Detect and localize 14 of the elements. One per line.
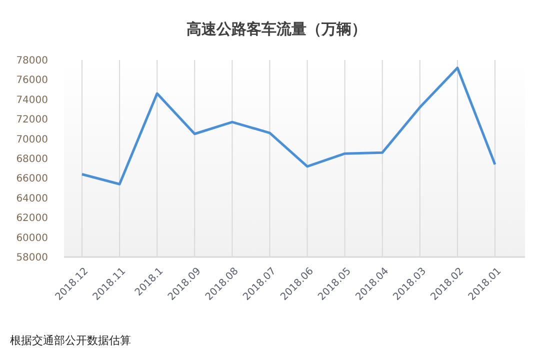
y-tick-label: 72000 — [16, 114, 48, 126]
chart-title: 高速公路客车流量（万辆） — [186, 20, 366, 38]
y-tick-label: 70000 — [16, 134, 48, 146]
y-tick-label: 74000 — [16, 94, 48, 106]
y-tick-label: 66000 — [16, 174, 48, 185]
y-tick-label: 62000 — [16, 213, 48, 224]
y-tick-label: 78000 — [16, 56, 48, 66]
y-tick-label: 76000 — [16, 75, 48, 86]
y-tick-label: 64000 — [16, 193, 48, 204]
y-tick-label: 58000 — [16, 252, 48, 264]
y-tick-label: 60000 — [16, 232, 48, 244]
y-tick-label: 68000 — [16, 154, 48, 165]
text: 根据交通部公开数据估算 — [10, 334, 131, 347]
line-series — [80, 66, 496, 186]
